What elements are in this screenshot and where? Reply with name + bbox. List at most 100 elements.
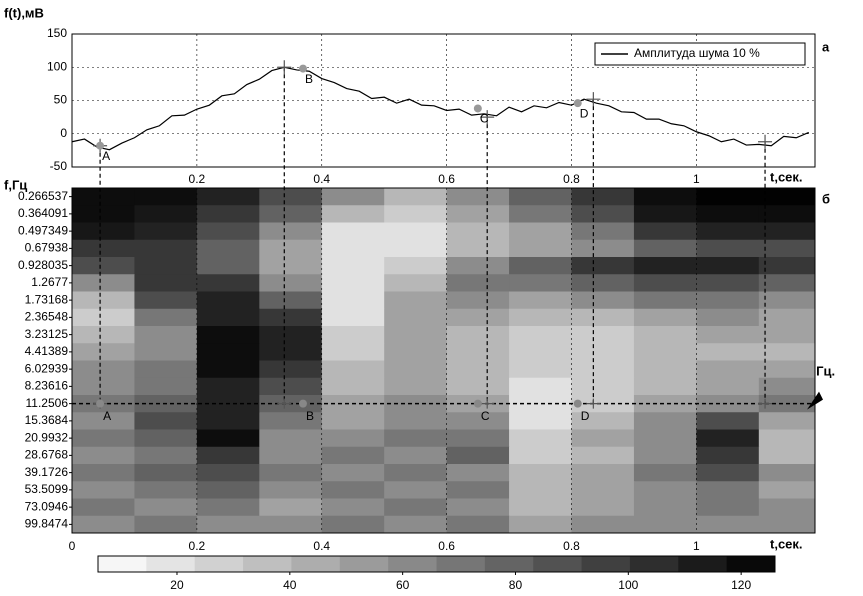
y-axis-label: f(t),мВ [4,5,44,20]
heatmap-cell [72,498,135,517]
heatmap-cell [633,308,697,327]
heatmap-cell [509,343,572,361]
heatmap-cell [72,291,135,310]
heatmap-cell [259,257,323,275]
colorbar-tick-label: 80 [509,578,523,592]
plot-frame [71,187,816,534]
heatmap-cell [446,274,510,292]
heatmap-cell [384,464,448,482]
heatmap-cell [259,205,323,223]
panel-label: а [822,39,830,54]
heatmap-cell [571,291,635,310]
heatmap-cell [196,360,260,379]
heatmap-cell [758,257,816,275]
heatmap-cell [384,222,448,241]
heatmap-cell [633,446,697,465]
heatmap-cell [134,239,198,258]
heatmap-cell [758,429,816,448]
point-label: C [481,409,490,423]
heatmap-cell [321,343,385,361]
y-tick-label: 73.0946 [25,499,69,513]
heatmap-cell [321,498,385,517]
panel-label: б [822,191,830,206]
heatmap-cell [72,222,135,241]
heatmap-cell [134,481,198,499]
x-tick-label: 0.6 [438,172,455,186]
heatmap-cell [509,205,572,223]
heatmap-cell [72,446,135,465]
x-tick-label: 0.8 [563,539,580,553]
heatmap-cell [259,274,323,292]
heatmap-cell [259,429,323,448]
heatmap-cell [321,326,385,344]
y-tick-label: 50 [54,93,68,107]
heatmap-cell [196,343,260,361]
colorbar-tick-label: 20 [170,578,184,592]
heatmap-cell [696,205,760,223]
heatmap-cell [633,395,697,413]
heatmap-cell [384,291,448,310]
heatmap-cell [633,343,697,361]
heatmap-cell [446,360,510,379]
heatmap-cell [633,291,697,310]
heatmap-cell [509,446,572,465]
heatmap-cell [321,464,385,482]
heatmap-cell [446,343,510,361]
heatmap-cell [509,429,572,448]
heatmap-cell [446,464,510,482]
colorbar-segment [146,556,196,572]
heatmap-cell [758,222,816,241]
heatmap-cell [696,395,760,413]
legend-label: Амплитуда шума 10 % [634,46,760,60]
heatmap-cell [196,222,260,241]
heatmap-cell [134,446,198,465]
heatmap-cell [321,257,385,275]
annotation-arrow [807,391,823,410]
heatmap-cell [633,222,697,241]
y-tick-label: 1.2677 [31,275,68,289]
heatmap-cell [446,429,510,448]
heatmap-cell [321,412,385,430]
point-marker [299,399,308,408]
heatmap-cell [259,308,323,327]
heatmap-cell [196,257,260,275]
heatmap-cell [633,274,697,292]
heatmap-cell [196,464,260,482]
heatmap-cell [696,515,760,534]
heatmap-cell [72,257,135,275]
heatmap-cell [696,429,760,448]
colorbar-tick-label: 120 [731,578,751,592]
heatmap-cell [446,257,510,275]
heatmap-cell [72,239,135,258]
heatmap-cell [446,188,510,206]
y-tick-label: 2.36548 [25,310,69,324]
heatmap-cell [134,222,198,241]
heatmap-cell [134,429,198,448]
heatmap-cell [446,326,510,344]
heatmap-cell [696,291,760,310]
heatmap-cell [196,326,260,344]
heatmap-cell [446,498,510,517]
heatmap-cell [321,239,385,258]
heatmap-cell [571,395,635,413]
heatmap-cell [633,257,697,275]
point-label: D [580,106,589,120]
heatmap-cell [321,377,385,396]
heatmap-cell [259,188,323,206]
heatmap-cell [571,239,635,258]
point-marker [473,104,482,113]
heatmap-cell [384,515,448,534]
heatmap-cell [633,188,697,206]
heatmap-cell [196,239,260,258]
heatmap-cell [696,308,760,327]
heatmap-cell [72,429,135,448]
heatmap-cell [384,308,448,327]
heatmap-cell [509,274,572,292]
heatmap-cell [72,360,135,379]
heatmap-cell [259,412,323,430]
point-marker [473,399,482,408]
heatmap-cell [633,498,697,517]
heatmap-cell [321,515,385,534]
heatmap-cell [446,222,510,241]
heatmap-cell [72,515,135,534]
